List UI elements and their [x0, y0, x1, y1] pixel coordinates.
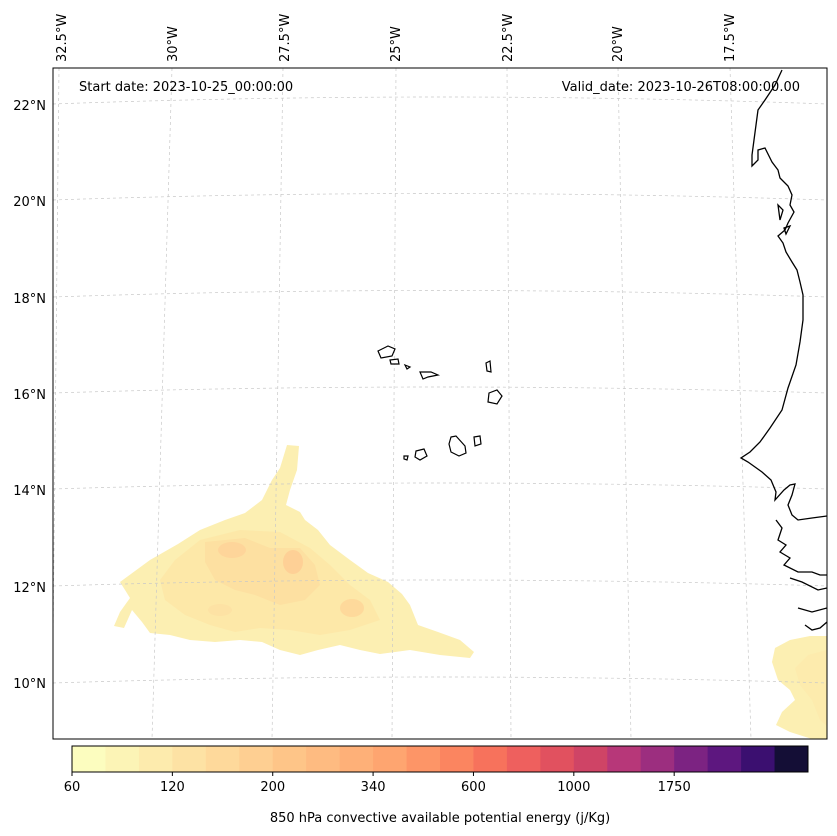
lat-label: 18°N — [13, 292, 46, 307]
colorbar-cell — [138, 746, 173, 772]
colorbar-cell — [674, 746, 709, 772]
map-gridlines — [53, 68, 827, 739]
lat-tick-labels: 22°N 20°N 18°N 16°N 14°N 12°N 10°N — [13, 99, 46, 692]
lon-label: 20°W — [611, 26, 626, 62]
colorbar-cell — [72, 746, 106, 772]
colorbar-cell — [339, 746, 374, 772]
lat-label: 22°N — [13, 99, 46, 114]
colorbar-cell — [239, 746, 274, 772]
colorbar-title: 850 hPa convective available potential e… — [270, 811, 610, 826]
colorbar-cell — [741, 746, 776, 772]
colorbar-cell — [306, 746, 341, 772]
colorbar-cell — [640, 746, 675, 772]
colorbar-cell — [607, 746, 642, 772]
valid-date-label: Valid_date: 2023-10-26T08:00:00.00 — [562, 80, 800, 95]
colorbar-tick-label: 120 — [160, 780, 185, 795]
colorbar-cell — [573, 746, 608, 772]
lon-tick-labels: 32.5°W 30°W 27.5°W 25°W 22.5°W 20°W 17.5… — [55, 14, 738, 62]
lat-label: 20°N — [13, 195, 46, 210]
colorbar-cell — [473, 746, 508, 772]
colorbar-tick-label: 1750 — [658, 780, 691, 795]
colorbar-tick-label: 1000 — [557, 780, 590, 795]
colorbar-tick-label: 600 — [461, 780, 486, 795]
colorbar-cell — [105, 746, 140, 772]
colorbar-cell — [373, 746, 408, 772]
colorbar-cell — [172, 746, 207, 772]
lon-label: 17.5°W — [723, 14, 738, 62]
cape-verde-islands — [377, 345, 503, 461]
colorbar-ticks: 60 120 200 340 600 1000 1750 — [64, 772, 691, 795]
cape-area-southeast-coast — [772, 636, 827, 739]
lat-label: 16°N — [13, 388, 46, 403]
lat-label: 10°N — [13, 677, 46, 692]
colorbar-cell — [707, 746, 742, 772]
lon-label: 27.5°W — [278, 14, 293, 62]
cape-area-southwest — [114, 445, 474, 658]
colorbar-tick-label: 200 — [260, 780, 285, 795]
lon-label: 25°W — [389, 26, 404, 62]
map-border — [52, 67, 828, 740]
colorbar — [72, 746, 809, 772]
colorbar-cell — [406, 746, 441, 772]
colorbar-cell — [205, 746, 240, 772]
lon-label: 22.5°W — [501, 14, 516, 62]
lat-label: 14°N — [13, 484, 46, 499]
africa-coastline — [739, 69, 827, 631]
colorbar-tick-label: 340 — [361, 780, 386, 795]
colorbar-border — [71, 745, 809, 773]
start-date-label: Start date: 2023-10-25_00:00:00 — [79, 80, 293, 95]
colorbar-cell — [540, 746, 575, 772]
lon-label: 30°W — [166, 26, 181, 62]
colorbar-cell — [272, 746, 307, 772]
colorbar-tick-label: 60 — [64, 780, 81, 795]
colorbar-cell — [506, 746, 541, 772]
colorbar-cell — [774, 746, 809, 772]
lat-label: 12°N — [13, 581, 46, 596]
colorbar-cell — [440, 746, 474, 772]
lon-label: 32.5°W — [55, 14, 70, 62]
